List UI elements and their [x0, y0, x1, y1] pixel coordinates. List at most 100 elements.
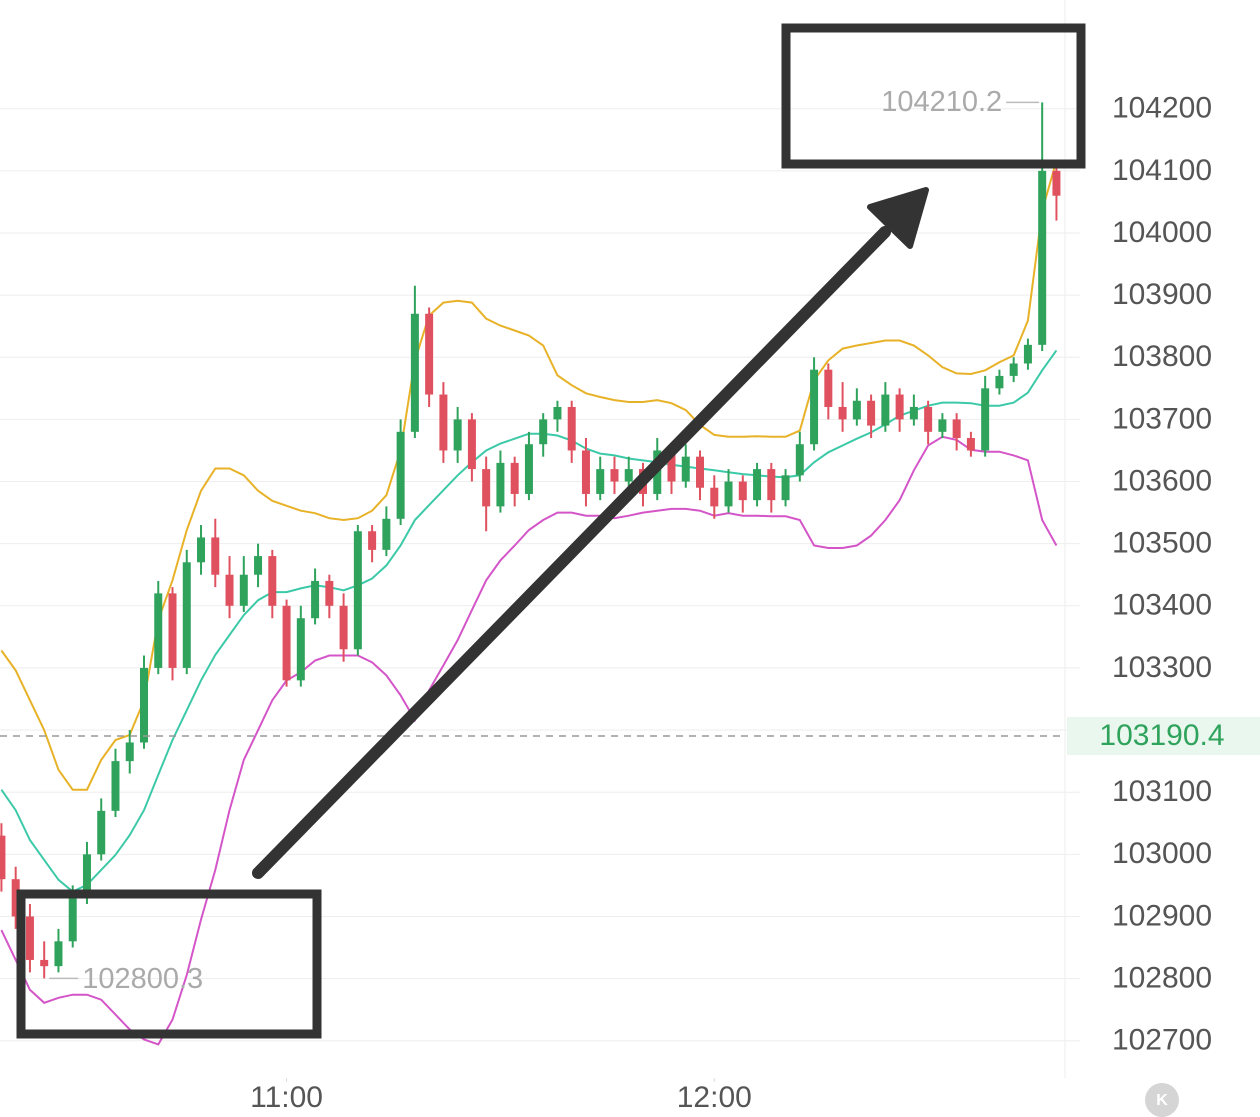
candle-body: [353, 531, 362, 650]
candle-body: [111, 761, 120, 811]
candle-body: [510, 462, 519, 494]
candle-body: [211, 537, 220, 575]
y-tick-label: 104200: [1112, 92, 1212, 125]
candle-body: [382, 518, 391, 550]
candle-body: [197, 537, 206, 563]
candle-body: [482, 469, 491, 507]
band-line: [0, 435, 1058, 1046]
y-tick-label: 103000: [1112, 837, 1212, 870]
grid: [0, 108, 1080, 1082]
candle-body: [268, 556, 277, 606]
y-tick-label: 103600: [1112, 464, 1212, 497]
candles: [0, 102, 1061, 979]
candle-body: [68, 897, 77, 942]
candle-body: [966, 438, 975, 451]
y-tick-label: 104100: [1112, 154, 1212, 187]
candle-body: [981, 388, 990, 451]
candle-body: [867, 400, 876, 426]
candle-body: [54, 941, 63, 967]
candle-body: [225, 574, 234, 606]
candle-body: [254, 556, 263, 575]
candle-body: [624, 469, 633, 482]
y-tick-label: 103800: [1112, 340, 1212, 373]
candle-body: [396, 431, 405, 519]
candle-body: [924, 406, 933, 432]
candle-body: [938, 419, 947, 432]
candle-body: [824, 369, 833, 407]
candle-body: [25, 916, 34, 960]
candle-body: [1038, 170, 1047, 345]
candle-body: [339, 605, 348, 650]
candle-body: [852, 400, 861, 420]
candle-body: [553, 406, 562, 420]
y-tick-label: 103500: [1112, 527, 1212, 560]
corner-button-label[interactable]: K: [1156, 1092, 1168, 1109]
candle-body: [311, 580, 320, 619]
last-price-label: 103190.4: [1099, 719, 1224, 752]
candle-body: [1023, 344, 1032, 364]
candle-body: [182, 562, 191, 668]
candle-body: [539, 419, 548, 445]
candle-body: [596, 469, 605, 494]
candle-body: [282, 605, 291, 681]
candle-body: [753, 469, 762, 501]
last-price-bg: [1067, 717, 1260, 756]
candle-body: [82, 854, 91, 898]
candle-body: [667, 450, 676, 482]
arrow-shaft: [252, 226, 891, 879]
candle-body: [40, 959, 49, 967]
candle-body: [710, 487, 719, 507]
candle-body: [681, 456, 690, 482]
candle-body: [895, 394, 904, 420]
candle-body: [496, 462, 505, 507]
candle-body: [567, 406, 576, 451]
y-tick-label: 104000: [1112, 216, 1212, 249]
candle-body: [139, 667, 148, 743]
candle-body: [239, 574, 248, 606]
y-tick-label: 103700: [1112, 402, 1212, 435]
candle-body: [696, 456, 705, 488]
candle-body: [881, 394, 890, 426]
candle-body: [610, 469, 619, 482]
candle-body: [810, 369, 819, 445]
candle-body: [767, 469, 776, 501]
candle-body: [581, 450, 590, 494]
candle-body: [909, 406, 918, 420]
candle-body: [795, 444, 804, 476]
candle-body: [1009, 363, 1018, 376]
labels: 1027001028001029001030001031001032001033…: [0, 86, 1260, 1114]
x-tick-label: 11:00: [250, 1081, 323, 1114]
candle-body: [995, 375, 1004, 389]
x-tick-label: 12:00: [677, 1081, 752, 1114]
candle-body: [325, 580, 334, 606]
y-tick-label: 103300: [1112, 651, 1212, 684]
highlight-box: [781, 23, 1086, 169]
highlight-box: [16, 889, 322, 1039]
candle-body: [781, 475, 790, 501]
candle-body: [439, 394, 448, 451]
corner-button[interactable]: [1145, 1083, 1179, 1117]
candle-body: [524, 444, 533, 494]
candle-body: [368, 531, 377, 550]
y-tick-label: 102700: [1112, 1024, 1212, 1057]
candle-body: [97, 810, 106, 855]
candle-body: [296, 618, 305, 681]
candle-body: [1052, 170, 1061, 196]
candle-body: [154, 593, 163, 668]
y-tick-label: 102900: [1112, 899, 1212, 932]
candle-body: [168, 593, 177, 668]
candle-body: [724, 481, 733, 507]
arrow-head: [867, 187, 929, 249]
candle-body: [738, 481, 747, 501]
candle-body: [453, 419, 462, 451]
max-label: 104210.2: [881, 86, 1002, 118]
candle-body: [467, 419, 476, 470]
candle-body: [410, 313, 419, 432]
candle-body: [425, 313, 434, 395]
candle-body: [952, 419, 961, 439]
min-label: 102800.3: [82, 963, 203, 995]
band-line: [0, 160, 1058, 791]
candle-body: [0, 835, 6, 880]
